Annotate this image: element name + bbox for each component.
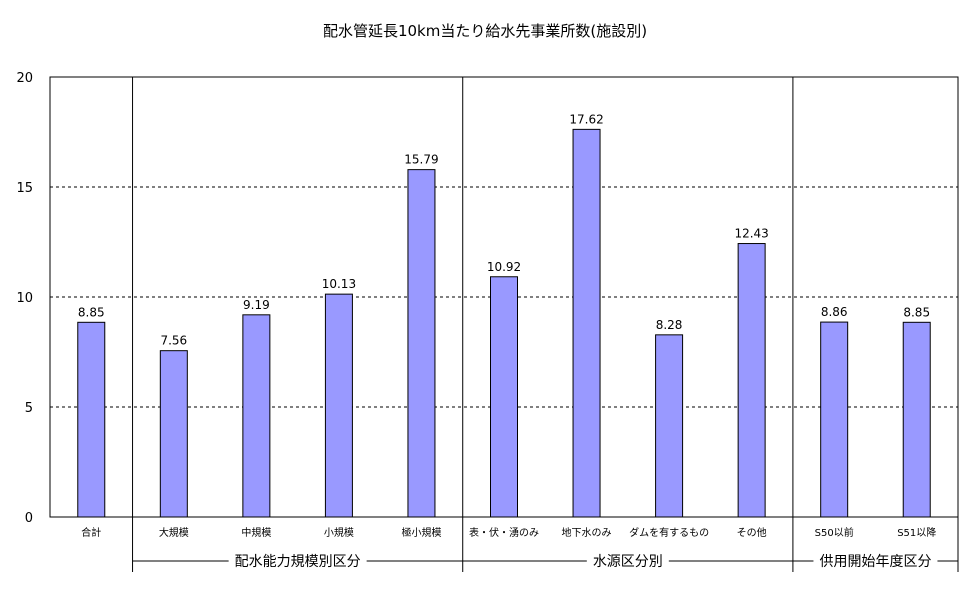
bar-6 (572, 128, 601, 518)
category-label: S51以降 (897, 526, 936, 539)
group-label: 配水能力規模別区分 (235, 554, 361, 570)
category-label: その他 (737, 526, 767, 539)
category-label: 小規模 (324, 527, 354, 539)
data-label: 8.85 (903, 305, 930, 319)
data-label: 8.28 (656, 318, 683, 332)
bar-2 (242, 314, 271, 518)
bar-8 (737, 243, 766, 518)
chart-title: 配水管延長10km当たり給水先事業所数(施設別) (322, 22, 648, 40)
bar-7 (655, 334, 684, 518)
group-separators (132, 77, 959, 572)
category-label: S50以前 (815, 526, 854, 539)
data-label: 8.86 (821, 305, 848, 319)
category-label: ダムを有するもの (629, 526, 709, 539)
category-labels: 合計 大規模 中規模 小規模 極小規模 表・伏・湧のみ 地下水のみ ダムを有するもの その他 S5… (81, 526, 936, 539)
bar-1 (159, 350, 188, 518)
category-label: 表・伏・湧のみ (469, 526, 539, 539)
group-label: 供用開始年度区分 (819, 554, 931, 570)
bar-3 (324, 293, 353, 518)
bar-9 (820, 321, 849, 518)
y-tick-label: 0 (25, 511, 33, 526)
data-label: 9.19 (243, 298, 270, 312)
group-labels: 配水能力規模別区分 水源区分別 供用開始年度区分 (132, 554, 958, 570)
group-label: 水源区分別 (593, 554, 663, 570)
data-labels: 8.85 7.56 9.19 10.13 15.79 10.92 17.62 8.28 12.4… (78, 112, 930, 347)
category-label: 中規模 (241, 526, 271, 539)
category-label: 極小規模 (401, 526, 441, 539)
data-label: 8.85 (78, 305, 105, 319)
y-tick-label: 20 (16, 71, 33, 86)
y-axis-ticks: 0 5 10 15 20 (16, 71, 33, 526)
data-label: 10.13 (322, 277, 356, 291)
data-label: 17.62 (569, 112, 603, 126)
category-label: 地下水のみ (562, 526, 612, 539)
bar-0 (77, 321, 106, 518)
bar-5 (490, 276, 518, 518)
bar-4 (407, 169, 436, 518)
bars (77, 128, 931, 518)
data-label: 15.79 (404, 153, 438, 167)
bar-10 (902, 321, 931, 518)
y-tick-label: 15 (16, 181, 33, 196)
y-tick-label: 10 (16, 291, 33, 306)
category-label: 大規模 (159, 526, 189, 539)
y-tick-label: 5 (25, 401, 33, 416)
gridlines (50, 186, 958, 408)
data-label: 7.56 (160, 334, 187, 348)
data-label: 12.43 (734, 227, 768, 241)
category-label: 合計 (81, 526, 101, 539)
data-label: 10.92 (487, 260, 521, 274)
plot-frame (49, 76, 959, 518)
